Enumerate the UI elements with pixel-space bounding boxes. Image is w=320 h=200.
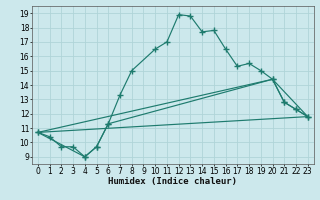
X-axis label: Humidex (Indice chaleur): Humidex (Indice chaleur)	[108, 177, 237, 186]
